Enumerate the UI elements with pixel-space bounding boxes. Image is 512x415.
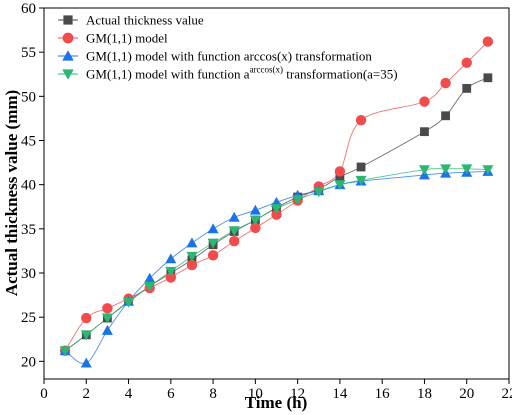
data-point-1-8 xyxy=(229,236,240,247)
data-point-3-5 xyxy=(165,266,177,277)
y-tick-label: 25 xyxy=(21,310,36,326)
legend-entry-0: Actual thickness value xyxy=(86,13,204,28)
x-tick-label: 20 xyxy=(459,386,474,402)
data-point-3-4 xyxy=(144,281,156,292)
data-point-0-16 xyxy=(441,111,450,121)
legend-marker-3 xyxy=(62,69,74,80)
x-tick-label: 0 xyxy=(40,386,48,402)
data-point-3-17 xyxy=(461,164,473,175)
x-tick-label: 18 xyxy=(417,386,432,402)
data-point-1-15 xyxy=(419,96,430,107)
y-axis-title: Actual thickness value (mm) xyxy=(2,90,21,296)
data-point-1-1 xyxy=(81,312,92,324)
data-point-1-16 xyxy=(440,77,451,89)
x-axis-title: Time (h) xyxy=(245,393,308,412)
data-point-3-16 xyxy=(440,164,452,175)
data-point-1-18 xyxy=(482,36,494,47)
x-tick-label: 16 xyxy=(375,386,391,402)
data-point-3-11 xyxy=(292,195,304,206)
data-point-1-2 xyxy=(102,303,113,314)
data-point-1-14 xyxy=(355,114,367,126)
data-point-2-7 xyxy=(207,223,219,234)
data-point-3-8 xyxy=(228,226,240,237)
data-point-3-10 xyxy=(271,204,282,215)
data-point-0-18 xyxy=(483,73,493,83)
data-point-3-13 xyxy=(334,180,346,191)
data-point-1-9 xyxy=(250,222,261,234)
x-axis: 0 2 4 6 8 10 12 14 16 18 20 22 xyxy=(40,379,512,402)
legend-marker-0 xyxy=(63,15,73,25)
y-axis: 20 25 30 35 40 45 50 55 60 xyxy=(21,1,44,370)
x-tick-label: 12 xyxy=(290,386,305,402)
data-point-1-6 xyxy=(186,259,198,271)
data-point-3-12 xyxy=(313,187,325,198)
y-tick-label: 40 xyxy=(21,178,36,194)
data-point-0-13 xyxy=(335,172,345,182)
y-tick-label: 35 xyxy=(21,222,36,238)
legend-marker-1 xyxy=(62,32,74,44)
data-point-0-17 xyxy=(462,83,472,93)
data-point-3-15 xyxy=(418,165,430,176)
y-tick-label: 30 xyxy=(21,266,36,282)
data-point-1-17 xyxy=(461,57,472,68)
data-point-2-4 xyxy=(144,272,156,283)
data-point-1-13 xyxy=(334,166,346,177)
data-point-1-5 xyxy=(165,272,177,283)
plot-area xyxy=(43,7,510,380)
data-point-3-7 xyxy=(207,238,219,249)
x-tick-label: 10 xyxy=(248,386,263,402)
data-point-2-1 xyxy=(80,357,92,368)
x-tick-label: 8 xyxy=(209,386,217,402)
y-tick-label: 20 xyxy=(21,354,36,370)
data-point-3-18 xyxy=(482,165,494,176)
data-point-0-14 xyxy=(356,162,366,172)
legend-entry-1: GM(1,1) model xyxy=(86,31,168,46)
y-tick-label: 45 xyxy=(21,134,36,150)
data-point-3-0 xyxy=(59,346,71,357)
data-point-3-3 xyxy=(123,297,135,308)
data-point-3-2 xyxy=(101,313,113,324)
data-point-3-1 xyxy=(80,330,92,341)
legend: Actual thickness value GM(1,1) model GM(1,… xyxy=(58,13,398,82)
y-tick-label: 55 xyxy=(21,45,36,61)
data-point-2-2 xyxy=(101,324,113,335)
legend-entry-3: GM(1,1) model with function aarccos(x) t… xyxy=(86,65,398,82)
series-markers xyxy=(59,36,494,368)
x-tick-label: 14 xyxy=(332,386,348,402)
data-point-2-8 xyxy=(228,211,240,222)
data-point-3-6 xyxy=(186,251,198,262)
data-point-0-15 xyxy=(420,127,429,137)
y-tick-label: 60 xyxy=(21,1,36,17)
data-point-2-9 xyxy=(249,204,261,215)
x-tick-label: 2 xyxy=(83,386,91,402)
data-point-3-9 xyxy=(249,215,261,226)
legend-marker-2 xyxy=(62,50,74,61)
x-tick-label: 6 xyxy=(167,386,175,402)
x-tick-label: 22 xyxy=(502,386,512,402)
data-point-3-14 xyxy=(355,175,367,186)
data-point-2-6 xyxy=(186,237,198,248)
y-tick-label: 50 xyxy=(21,89,36,105)
data-point-1-7 xyxy=(207,250,219,261)
legend-entry-2: GM(1,1) model with function arccos(x) tr… xyxy=(86,49,372,64)
data-point-2-5 xyxy=(165,253,177,264)
data-point-1-10 xyxy=(271,209,282,220)
x-tick-label: 4 xyxy=(125,386,133,402)
